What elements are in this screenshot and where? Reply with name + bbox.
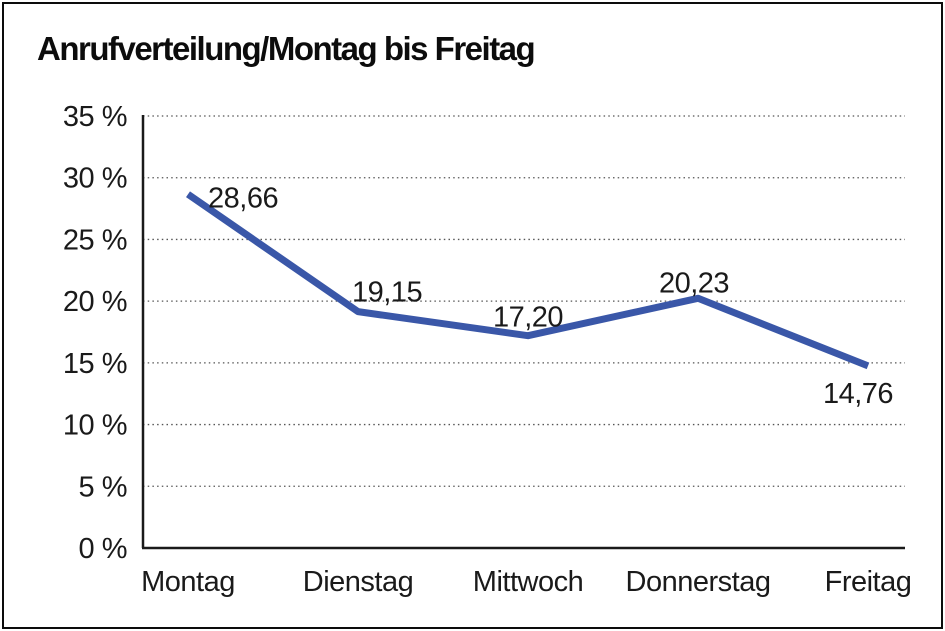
y-tick-label: 35 % — [63, 101, 127, 133]
y-tick-label: 10 % — [63, 410, 127, 442]
y-tick-label: 0 % — [79, 533, 127, 565]
chart-title: Anrufverteilung/Montag bis Freitag — [37, 30, 536, 67]
data-point-label: 28,66 — [208, 182, 278, 214]
x-category-label: Freitag — [825, 566, 912, 598]
data-point-label: 14,76 — [823, 378, 893, 410]
data-line — [186, 191, 870, 370]
data-point-label: 20,23 — [659, 267, 729, 299]
y-tick-label: 30 % — [63, 163, 127, 195]
x-category-label: Montag — [141, 566, 235, 598]
y-tick-label: 20 % — [63, 286, 127, 318]
y-tick-label: 5 % — [79, 471, 127, 503]
data-point-label: 17,20 — [493, 302, 563, 334]
x-category-label: Mittwoch — [473, 566, 583, 598]
data-point-label: 19,15 — [352, 277, 422, 309]
x-category-label: Dienstag — [303, 566, 413, 598]
y-tick-label: 15 % — [63, 348, 127, 380]
y-tick-label: 25 % — [63, 224, 127, 256]
x-category-label: Donnerstag — [626, 566, 771, 598]
